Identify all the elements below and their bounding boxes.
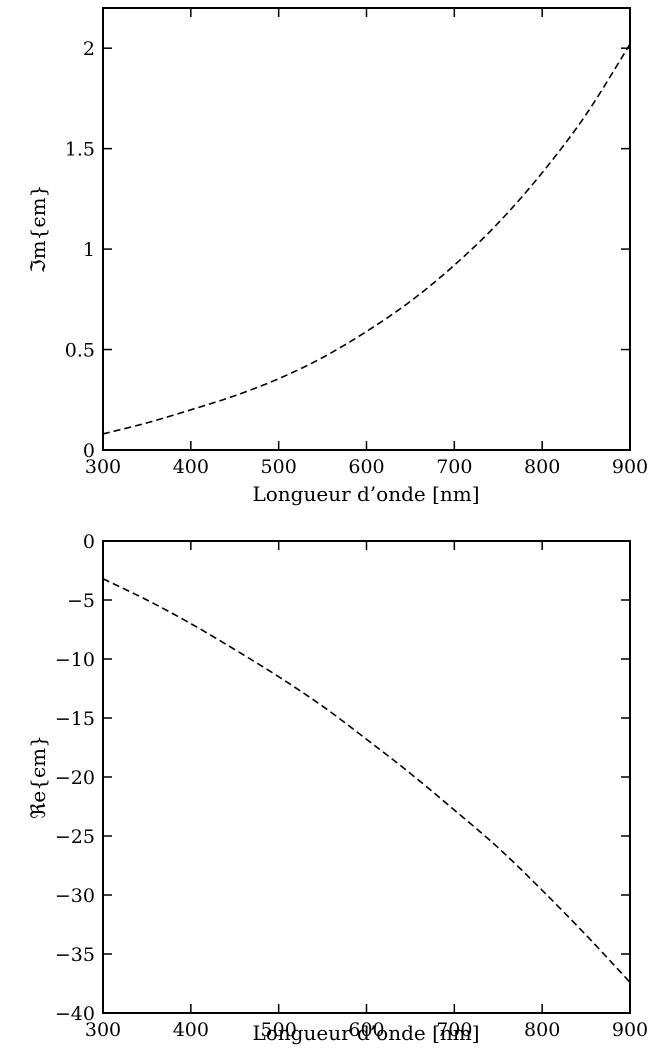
x-tick-label: 800 <box>524 456 560 478</box>
y-axis-label: ℜe{ϵm} <box>26 735 50 819</box>
tick-labels: 300 400 500 600 700 800 900 0 0.5 1 1.5 2 <box>65 38 648 478</box>
real-part-chart: 300 400 500 600 700 800 900 0 −5 −10 −15 −20 −25 −30 −… <box>26 531 648 1045</box>
y-tick-label: −5 <box>67 590 95 612</box>
x-tick-label: 400 <box>173 456 209 478</box>
y-tick-label: −15 <box>55 708 95 730</box>
y-tick-label: −40 <box>55 1003 95 1025</box>
x-tick-label: 700 <box>436 456 472 478</box>
x-axis-label: Longueur d’onde [nm] <box>252 1021 479 1045</box>
y-tick-label: −25 <box>55 826 95 848</box>
x-tick-label: 900 <box>612 1019 648 1041</box>
tick-marks <box>102 540 631 1014</box>
tick-labels: 300 400 500 600 700 800 900 0 −5 −10 −15 −20 −25 −30 −… <box>55 531 648 1041</box>
y-tick-label: −10 <box>55 649 95 671</box>
y-tick-label: 1.5 <box>65 139 95 161</box>
y-tick-label: −20 <box>55 767 95 789</box>
x-tick-label: 500 <box>261 456 297 478</box>
x-tick-label: 800 <box>524 1019 560 1041</box>
y-tick-label: 2 <box>83 38 95 60</box>
plot-frame <box>102 540 631 1014</box>
series-line <box>102 43 631 435</box>
imaginary-part-chart: 300 400 500 600 700 800 900 0 0.5 1 1.5 2 Longueur … <box>26 7 648 506</box>
y-tick-label: 0 <box>83 440 95 462</box>
x-tick-label: 400 <box>173 1019 209 1041</box>
x-tick-label: 300 <box>85 456 121 478</box>
plot-frame <box>102 7 631 451</box>
x-tick-label: 600 <box>348 456 384 478</box>
y-tick-label: −30 <box>55 885 95 907</box>
x-tick-label: 600 <box>348 1019 384 1041</box>
x-axis-label: Longueur d’onde [nm] <box>252 482 479 506</box>
x-tick-label: 500 <box>261 1019 297 1041</box>
y-tick-label: −35 <box>55 944 95 966</box>
x-tick-label: 700 <box>436 1019 472 1041</box>
series-line <box>102 578 631 983</box>
x-tick-label: 300 <box>85 1019 121 1041</box>
tick-marks <box>102 8 631 451</box>
x-tick-label: 900 <box>612 456 648 478</box>
y-tick-label: 1 <box>83 239 95 261</box>
y-tick-label: 0.5 <box>65 340 95 362</box>
y-tick-label: 0 <box>83 531 95 553</box>
y-axis-label: ℑm{ϵm} <box>26 185 50 274</box>
